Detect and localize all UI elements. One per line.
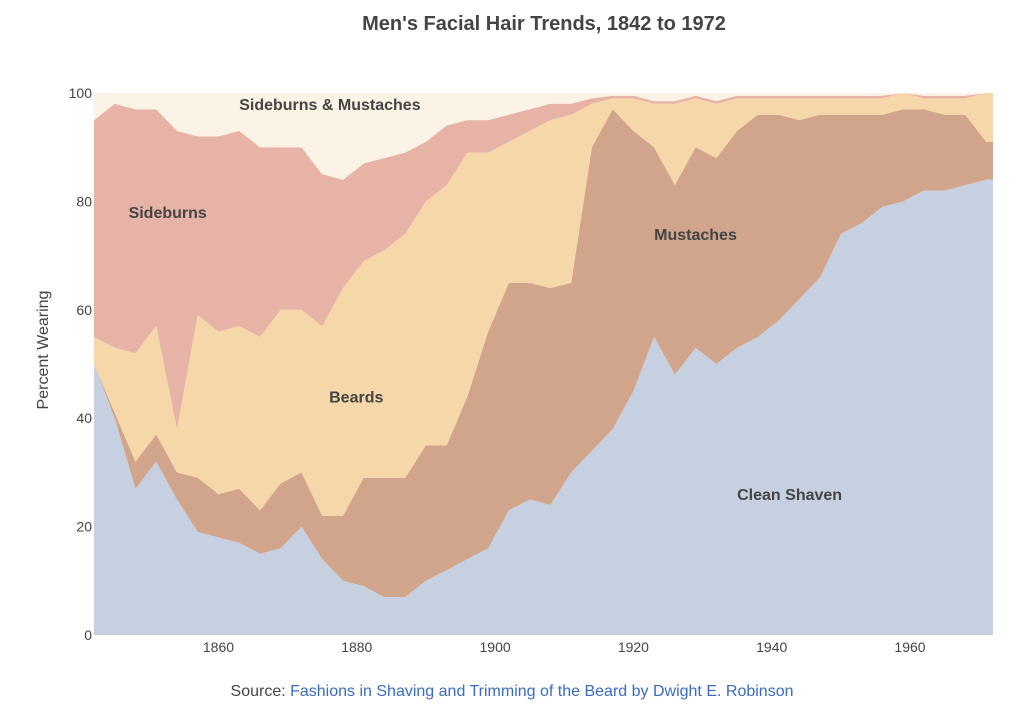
area-series-beards [94,93,993,516]
area-series-sideburns [94,93,993,429]
source-prefix: Source: [230,683,291,700]
y-tick-label: 40 [76,410,92,426]
y-tick-label: 20 [76,519,92,535]
y-tick-label: 0 [84,627,92,643]
series-label-sideburns-mustaches: Sideburns & Mustaches [239,97,420,114]
x-tick-label: 1880 [341,639,372,655]
series-label-beards: Beards [329,390,383,407]
y-axis-title: Percent Wearing [35,291,52,410]
source-caption: Source: Fashions in Shaving and Trimming… [0,683,1024,701]
series-label-clean-shaven: Clean Shaven [737,487,842,504]
source-link[interactable]: Fashions in Shaving and Trimming of the … [290,683,794,700]
area-series-clean-shaven [94,179,993,635]
x-tick-label: 1940 [756,639,787,655]
chart-title: Men's Facial Hair Trends, 1842 to 1972 [362,13,726,35]
x-tick-label: 1920 [618,639,649,655]
area-series-mustaches [94,109,993,598]
x-tick-label: 1860 [203,639,234,655]
y-tick-label: 60 [76,302,92,318]
plot-area [94,93,993,635]
y-tick-label: 80 [76,193,92,209]
series-label-sideburns: Sideburns [129,205,207,222]
x-tick-label: 1960 [894,639,925,655]
x-axis: 1860 1880 1900 1920 1940 1960 [203,639,926,655]
y-tick-label: 100 [69,85,93,101]
series-label-mustaches: Mustaches [654,227,737,244]
y-axis: 0 20 40 60 80 100 [69,85,93,643]
x-tick-label: 1900 [480,639,511,655]
series-labels: Sideburns & Mustaches Sideburns Mustaches B… [129,97,842,504]
area-series-sideburns-mustaches [94,93,993,180]
